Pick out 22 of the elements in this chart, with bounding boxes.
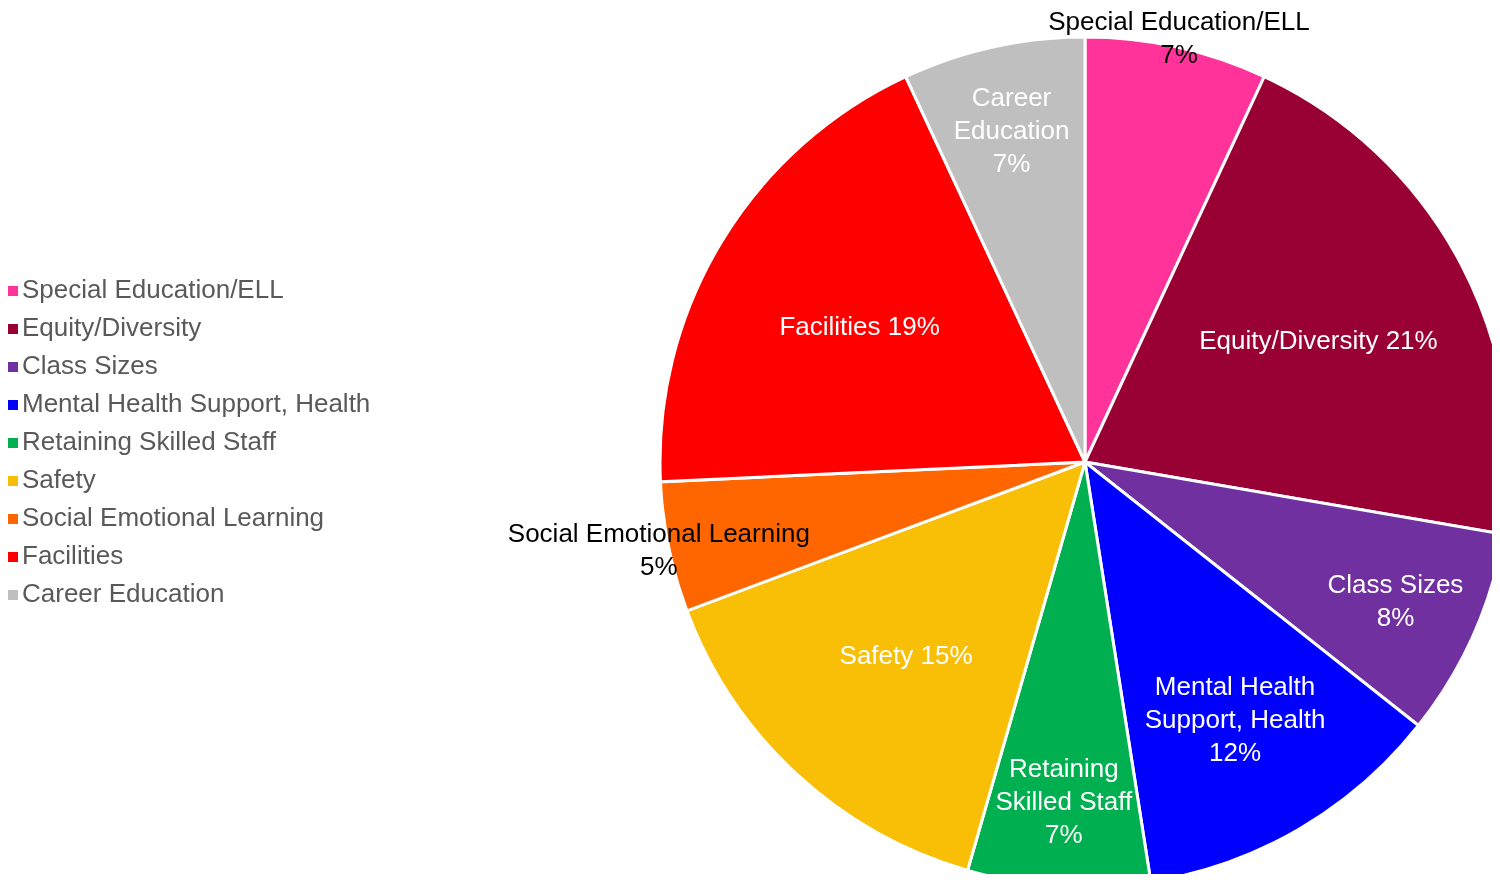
data-label: 12%: [1209, 736, 1262, 767]
slice-label: Special Education/ELL: [1048, 5, 1310, 36]
category-label: Safety 15%: [839, 640, 973, 671]
slice-label: Career Education: [953, 82, 1070, 146]
legend-label: Social Emotional Learning: [22, 502, 325, 532]
slice-label: Retaining Skilled Staff: [995, 753, 1134, 817]
legend-label: Mental Health Support, Health: [22, 388, 371, 418]
legend-label: Safety: [22, 464, 96, 494]
data-label: 7%: [1045, 819, 1083, 850]
category-label: Equity/Diversity 21%: [1199, 324, 1438, 355]
slice-label: Class Sizes: [1327, 569, 1464, 600]
data-label: 7%: [1160, 38, 1198, 69]
legend-label: Special Education/ELL: [22, 274, 284, 304]
legend-label: Equity/Diversity: [22, 312, 202, 342]
legend-label: Facilities: [22, 540, 124, 570]
legend-label: Class Sizes: [22, 350, 158, 380]
data-label: 8%: [1376, 602, 1415, 633]
legend-label: Career Education: [22, 578, 225, 608]
slice-label: Mental Health Support, Health: [1144, 670, 1326, 734]
legend-label: Retaining Skilled Staff: [22, 426, 276, 456]
category-label: Facilities 19%: [779, 310, 940, 341]
data-label: 7%: [992, 148, 1031, 179]
